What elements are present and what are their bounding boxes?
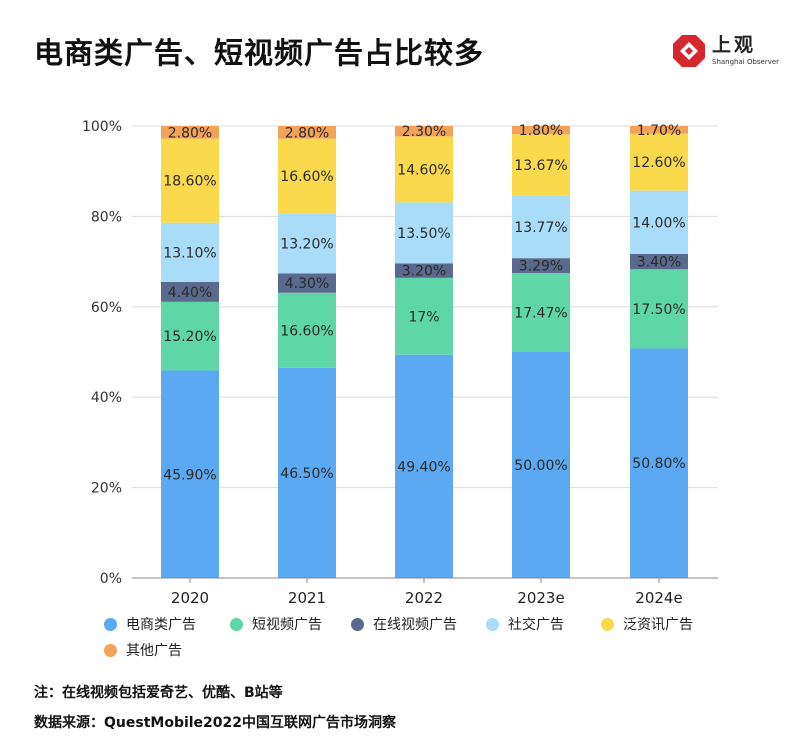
data-label: 4.40% — [168, 285, 212, 301]
logo-mark-icon — [673, 35, 705, 67]
bar-segment — [630, 348, 688, 578]
legend-item: 在线视频广告 — [351, 614, 457, 634]
data-label: 3.29% — [519, 259, 563, 275]
data-label: 3.20% — [402, 264, 446, 280]
data-label: 45.90% — [163, 467, 216, 483]
bar-segment — [630, 190, 688, 254]
data-label: 16.60% — [280, 169, 333, 185]
bar-segment — [395, 263, 453, 278]
data-label: 46.50% — [280, 466, 333, 482]
data-label: 13.50% — [397, 226, 450, 242]
bar-segment — [161, 222, 219, 282]
bar-segment — [278, 292, 336, 368]
logo-text: 上观 — [712, 34, 757, 56]
legend-item: 短视频广告 — [230, 614, 322, 634]
data-label: 17.47% — [514, 306, 567, 322]
data-label: 17% — [408, 309, 439, 325]
bar-segment — [512, 352, 570, 578]
x-tick-label: 2024e — [635, 589, 682, 607]
bar-segment — [630, 126, 688, 134]
bar-segment — [512, 195, 570, 259]
data-label: 2.30% — [402, 124, 446, 140]
data-label: 1.80% — [519, 123, 563, 139]
bar-segment — [161, 126, 219, 139]
bar-segment — [161, 301, 219, 371]
legend-label: 在线视频广告 — [373, 617, 457, 633]
footnote: 注：在线视频包括爱奇艺、优酷、B站等 — [34, 685, 283, 701]
data-label: 17.50% — [632, 302, 685, 318]
bar-segment — [630, 133, 688, 191]
legend-label: 电商类广告 — [126, 617, 196, 633]
data-label: 50.00% — [514, 458, 567, 474]
legend-label: 泛资讯广告 — [623, 617, 693, 633]
legend-swatch — [104, 643, 117, 657]
data-label: 13.20% — [280, 237, 333, 253]
bar-segment — [395, 126, 453, 137]
legend-swatch — [601, 617, 614, 631]
x-tick-label: 2020 — [171, 589, 209, 607]
x-tick-label: 2022 — [405, 589, 443, 607]
data-label: 2.80% — [168, 125, 212, 141]
legend-swatch — [486, 617, 499, 631]
y-tick-label: 40% — [91, 390, 122, 406]
bar-segment — [161, 138, 219, 223]
legend-swatch — [230, 617, 243, 631]
y-tick-label: 80% — [91, 209, 122, 225]
y-tick-label: 20% — [91, 481, 122, 497]
x-tick-label: 2021 — [288, 589, 326, 607]
bar-segment — [630, 253, 688, 270]
data-label: 13.10% — [163, 245, 216, 261]
data-label: 49.40% — [397, 459, 450, 475]
legend-label: 社交广告 — [508, 617, 564, 633]
legend-label: 短视频广告 — [252, 617, 322, 633]
data-label: 15.20% — [163, 329, 216, 345]
legend-label: 其他广告 — [126, 643, 182, 659]
bar-segment — [395, 354, 453, 578]
data-label: 50.80% — [632, 456, 685, 472]
bar-segment — [161, 370, 219, 578]
legend-item: 电商类广告 — [104, 614, 196, 634]
y-tick-label: 0% — [100, 571, 122, 587]
legend-item: 其他广告 — [104, 640, 182, 660]
data-label: 3.40% — [637, 255, 681, 271]
data-label: 14.60% — [397, 162, 450, 178]
data-source: 数据来源：QuestMobile2022中国互联网广告市场洞察 — [34, 715, 397, 731]
bar-segment — [161, 281, 219, 302]
data-label: 16.60% — [280, 323, 333, 339]
bar-segment — [278, 273, 336, 293]
data-label: 1.70% — [637, 123, 681, 139]
legend-swatch — [104, 617, 117, 631]
bar-segment — [278, 138, 336, 214]
bar-segment — [512, 134, 570, 196]
bar-segment — [512, 258, 570, 274]
bar-segment — [512, 273, 570, 352]
x-tick-label: 2023e — [517, 589, 564, 607]
bar-segment — [278, 213, 336, 274]
data-label: 4.30% — [285, 276, 329, 292]
data-label: 2.80% — [285, 125, 329, 141]
y-tick-label: 100% — [82, 119, 122, 135]
legend-item: 泛资讯广告 — [601, 614, 693, 634]
bar-segment — [395, 277, 453, 355]
data-label: 12.60% — [632, 155, 685, 171]
bar-segment — [278, 367, 336, 578]
stacked-bar-chart: 0% 20% 40% 60% 80% 100% 45.90% 15.20% 4.40% 13.10… — [82, 119, 718, 607]
page-title: 电商类广告、短视频广告占比较多 — [34, 36, 485, 70]
logo-subtext: Shanghai Observer — [712, 58, 780, 66]
data-label: 13.77% — [514, 220, 567, 236]
shanghai-observer-logo: 上观 Shanghai Observer — [672, 30, 782, 74]
data-label: 14.00% — [632, 215, 685, 231]
legend-item: 社交广告 — [486, 614, 564, 634]
y-tick-label: 60% — [91, 300, 122, 316]
bar-segment — [395, 136, 453, 203]
bar-segment — [395, 202, 453, 264]
data-label: 13.67% — [514, 158, 567, 174]
bar-segment — [630, 269, 688, 349]
bar-segment — [278, 126, 336, 139]
bar-segment — [512, 126, 570, 135]
data-label: 18.60% — [163, 174, 216, 190]
legend-swatch — [351, 617, 364, 631]
